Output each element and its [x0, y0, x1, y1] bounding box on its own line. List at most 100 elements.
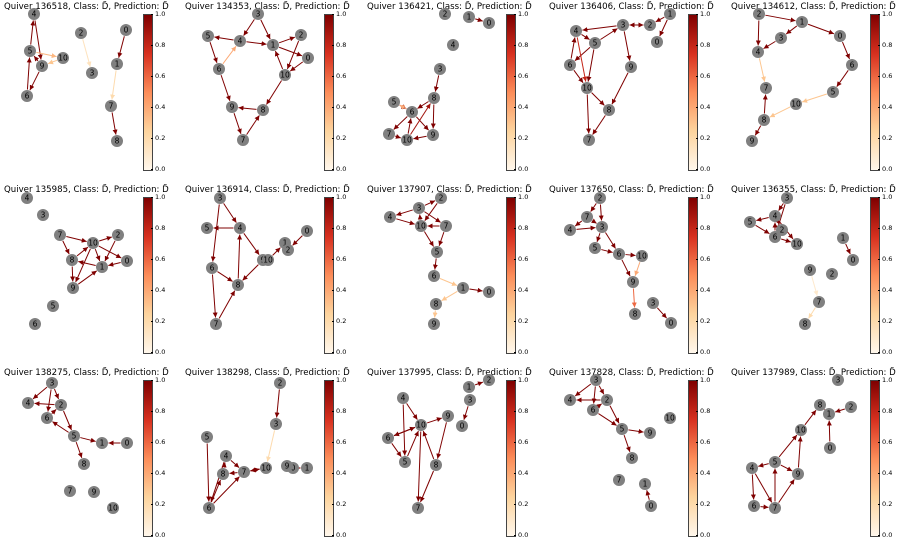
- colorbar-tick-mark: [151, 504, 153, 505]
- node-label: 9: [446, 412, 451, 421]
- graph-edge: [778, 222, 779, 224]
- graph-edge: [597, 233, 600, 242]
- graph-node: 1: [96, 261, 108, 273]
- colorbar-tick-label: 0.0: [882, 531, 892, 539]
- node-label: 7: [214, 320, 219, 329]
- graph-edge: [210, 42, 217, 63]
- graph-node: 8: [232, 279, 244, 291]
- graph-edge: [418, 431, 421, 501]
- graph-edge: [80, 438, 95, 442]
- colorbar-tick-label: 0.0: [155, 165, 165, 173]
- graph-node: 9: [88, 486, 100, 498]
- node-label: 3: [417, 204, 422, 213]
- graph-node: 7: [769, 502, 781, 514]
- node-label: 2: [278, 379, 283, 388]
- graph-node: 4: [28, 8, 40, 20]
- graph-node: 0: [847, 254, 859, 266]
- colorbar-tick-mark: [878, 321, 880, 322]
- node-label: 5: [620, 425, 625, 434]
- graph-node: 0: [651, 36, 663, 48]
- colorbar-tick-label: 1.0: [336, 193, 346, 201]
- colorbar-tick-mark: [878, 380, 880, 381]
- graph-edge: [112, 112, 116, 134]
- colorbar-tick-mark: [332, 259, 334, 260]
- node-label: 3: [218, 194, 223, 203]
- graph-edge: [612, 73, 628, 104]
- graph-node: 5: [399, 456, 411, 468]
- graph-node: 10: [415, 220, 427, 232]
- graph-node: 3: [647, 297, 659, 309]
- graph-edge: [625, 255, 635, 256]
- node-label: 8: [803, 320, 808, 329]
- colorbar-tick-label: 0.6: [700, 438, 710, 446]
- node-label: 8: [432, 94, 437, 103]
- graph-node: 1: [639, 478, 651, 490]
- graph-node: 8: [257, 104, 269, 116]
- node-label: 1: [100, 263, 105, 272]
- graph-node: 6: [769, 231, 781, 243]
- colorbar: [143, 197, 153, 354]
- node-label: 4: [224, 452, 229, 461]
- node-label: 6: [45, 414, 50, 423]
- graph-node: 3: [781, 192, 793, 204]
- node-label: 5: [206, 32, 211, 41]
- graph-node: 0: [120, 24, 132, 36]
- colorbar-tick-mark: [696, 14, 698, 15]
- graph-node: 1: [111, 58, 123, 70]
- colorbar-tick-mark: [878, 504, 880, 505]
- node-label: 1: [467, 383, 472, 392]
- graph-edge: [261, 20, 270, 39]
- graph-node: 6: [203, 502, 215, 514]
- graph-edge: [119, 36, 125, 57]
- node-label: 9: [71, 284, 76, 293]
- graph-node: 10: [415, 419, 427, 431]
- graph-edge: [112, 70, 116, 99]
- graph-panel: Quiver 137989, Class: D̃, Prediction: D̃…: [727, 366, 897, 548]
- colorbar-tick-label: 1.0: [882, 193, 892, 201]
- graph-edge: [575, 47, 590, 60]
- graph-node: 10: [795, 424, 807, 436]
- colorbar: [324, 380, 334, 537]
- colorbar-tick-label: 0.6: [336, 255, 346, 263]
- graph-edge: [413, 136, 426, 139]
- colorbar-tick-mark: [332, 76, 334, 77]
- graph-edge: [755, 474, 772, 503]
- graph-node: 6: [21, 90, 33, 102]
- colorbar-tick-mark: [514, 14, 516, 15]
- graph-edge: [396, 210, 413, 215]
- graph-node: 2: [601, 394, 613, 406]
- node-label: 0: [305, 227, 310, 236]
- node-label: 10: [791, 100, 801, 109]
- node-label: 4: [574, 27, 579, 36]
- graph-node: 8: [626, 452, 638, 464]
- graph-node: 7: [613, 474, 625, 486]
- colorbar-tick-mark: [514, 197, 516, 198]
- colorbar-tick-mark: [151, 138, 153, 139]
- node-label: 3: [651, 299, 656, 308]
- node-label: 9: [648, 429, 653, 438]
- node-label: 7: [585, 213, 590, 222]
- graph-node: 4: [746, 462, 758, 474]
- graph-node: 8: [217, 468, 229, 480]
- colorbar-tick-mark: [151, 197, 153, 198]
- graph-edge: [635, 262, 640, 276]
- graph-edge: [273, 248, 281, 256]
- graph-edge: [808, 307, 815, 318]
- node-label: 4: [32, 10, 37, 19]
- graph-node: 3: [86, 67, 98, 79]
- graph-edge: [571, 37, 575, 58]
- colorbar-tick-mark: [696, 473, 698, 474]
- node-label: 4: [388, 213, 393, 222]
- colorbar-tick-label: 0.4: [882, 103, 892, 111]
- graph-node: 8: [814, 399, 826, 411]
- colorbar-tick-mark: [696, 411, 698, 412]
- colorbar-tick-label: 0.4: [336, 286, 346, 294]
- graph-edge: [758, 20, 759, 45]
- graph-edge: [27, 57, 29, 89]
- graph-node: 5: [827, 86, 839, 98]
- colorbar-tick-mark: [514, 259, 516, 260]
- colorbar-tick-mark: [878, 411, 880, 412]
- colorbar-tick-label: 0.8: [882, 41, 892, 49]
